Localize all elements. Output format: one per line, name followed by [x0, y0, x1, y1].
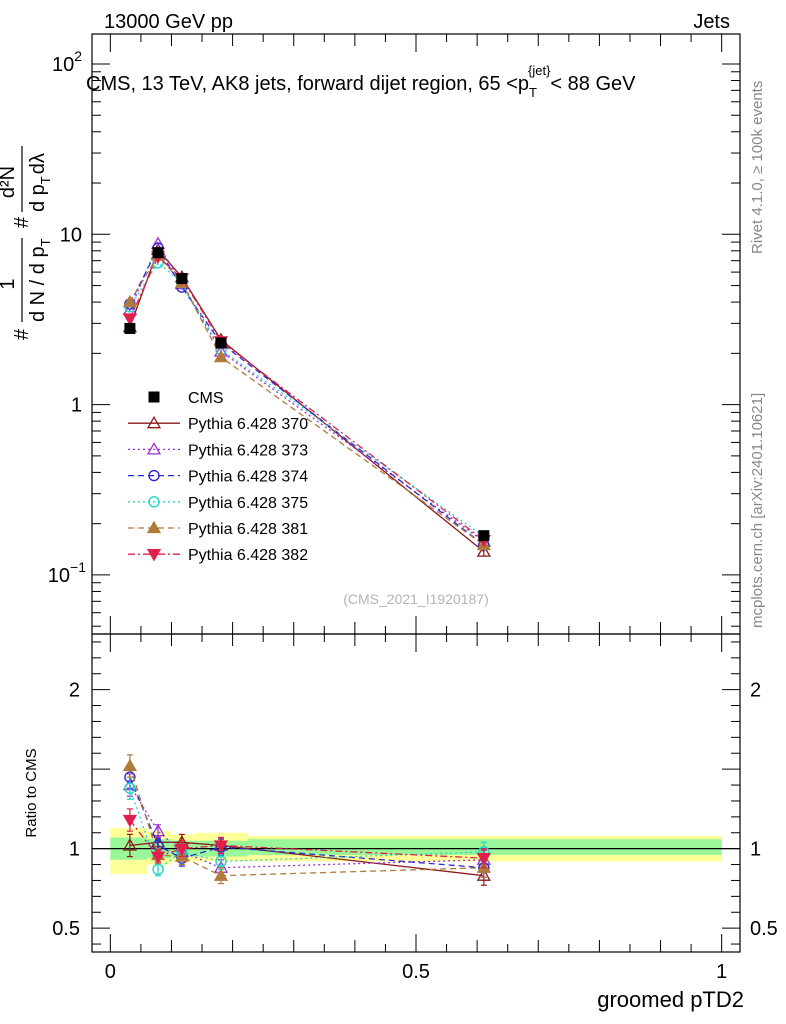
legend-marker-p381 [146, 520, 162, 534]
ratio-point-p381-0 [122, 758, 138, 772]
ylabel-frac2-den: d pTdλ [27, 153, 53, 212]
main-line-p374 [129, 246, 485, 546]
main-ytick-label-1: 1 [71, 395, 82, 417]
ratio-point-p370-0 [122, 838, 138, 851]
ratio-point-p381-3 [213, 868, 229, 881]
plot-title-subscript: T [529, 85, 537, 100]
legend-marker-p374 [148, 469, 160, 482]
ratio-point-p382-2 [174, 843, 189, 856]
main-point-p382-0 [122, 313, 138, 326]
analysis-watermark: (CMS_2021_I1920187) [343, 591, 489, 607]
ratio-point-p382-0 [122, 814, 138, 828]
legend: CMS Pythia 6.428 370 Pythia 6.428 373 Pythi… [128, 390, 308, 564]
legend-marker-p373 [146, 442, 162, 455]
ylabel-hash-mid: # [11, 216, 33, 228]
legend-marker-p370 [146, 415, 162, 429]
ratio-y-axis-label: Ratio to CMS [23, 748, 40, 837]
legend-label-p382: Pythia 6.428 382 [188, 547, 308, 564]
ratio-point-p370-4 [476, 868, 491, 881]
legend-label-p374: Pythia 6.428 374 [188, 469, 308, 486]
energy-label: 13000 GeV pp [104, 11, 233, 33]
ratio-ytick-label-right-2: 2 [750, 680, 761, 702]
ratio-point-p375-3 [215, 855, 227, 868]
ratio-point-p375-0 [124, 782, 136, 794]
mcplots-source-label: mcplots.cern.ch [arXiv:2401.10621] [749, 393, 766, 628]
main-frame [91, 33, 741, 635]
legend-marker-p382 [146, 549, 162, 562]
main-point-p381-3 [213, 349, 229, 363]
category-label: Jets [693, 11, 730, 33]
ratio-ytick-label-left-0: 0.5 [52, 918, 80, 940]
ylabel-frac2-num: d²N [0, 166, 19, 198]
main-point-p381-0 [122, 294, 138, 308]
main-ytick-label-0: 10−1 [48, 559, 86, 587]
ylabel-hash-left: # [11, 328, 33, 340]
ratio-ytick-label-right-0: 0.5 [750, 918, 778, 940]
rivet-version-label: Rivet 4.1.0, ≥ 100k events [749, 81, 766, 254]
legend-label-p381: Pythia 6.428 381 [188, 521, 308, 538]
ylabel-frac1-den: d N / d pT [27, 238, 53, 322]
ratio-point-p382-3 [213, 840, 229, 853]
ratio-plot-area [92, 754, 740, 886]
main-point-cms-1 [152, 247, 164, 259]
main-point-cms-2 [176, 273, 188, 285]
plot-title-prefix: CMS, 13 TeV, AK8 jets, forward dijet reg… [86, 73, 529, 95]
legend-label-cms: CMS [188, 390, 224, 407]
main-point-cms-0 [124, 322, 136, 334]
xtick-label-2: 1 [716, 961, 727, 983]
ratio-ytick-label-right-1: 1 [750, 839, 761, 861]
plot-title-superscript: {jet} [528, 63, 551, 78]
ratio-frame [91, 633, 741, 953]
xtick-label-0: 0 [105, 961, 116, 983]
main-plot-area [122, 236, 491, 557]
ratio-point-p382-1 [150, 851, 166, 864]
main-ytick-label-2: 10 [60, 224, 82, 246]
plot-title: CMS, 13 TeV, AK8 jets, forward dijet reg… [86, 63, 636, 100]
legend-label-p373: Pythia 6.428 373 [188, 442, 308, 459]
ratio-ytick-label-left-1: 1 [69, 839, 80, 861]
ratio-point-p373-1 [150, 823, 166, 837]
ratio-point-p375-1 [152, 863, 164, 876]
x-axis-label: groomed pTD2 [597, 987, 744, 1012]
ylabel-frac1-num: 1 [0, 278, 19, 289]
main-ytick-label-3: 102 [52, 48, 82, 76]
legend-label-p370: Pythia 6.428 370 [188, 416, 308, 433]
main-point-cms-4 [478, 530, 490, 542]
xtick-label-1: 0.5 [402, 961, 430, 983]
plot-title-suffix: < 88 GeV [550, 73, 636, 95]
ratio-point-p382-4 [476, 853, 491, 866]
main-y-axis-label: # 1 d N / d pT # d²N d pTdλ [0, 146, 53, 340]
legend-marker-p375 [148, 496, 160, 508]
legend-marker-cms [148, 391, 160, 403]
main-point-cms-3 [215, 337, 227, 349]
main-point-p370-4 [476, 544, 491, 557]
ratio-line-p381 [129, 765, 484, 877]
ratio-ytick-label-left-2: 2 [69, 680, 80, 702]
legend-label-p375: Pythia 6.428 375 [188, 495, 308, 512]
